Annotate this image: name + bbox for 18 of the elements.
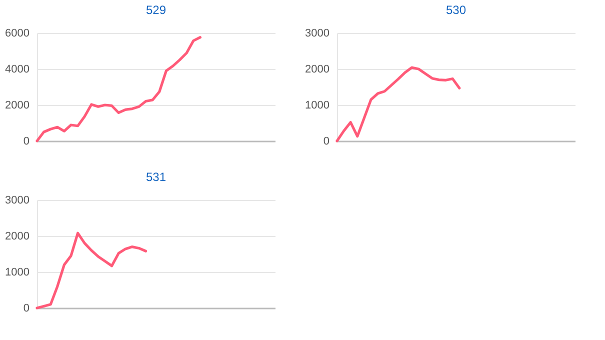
y-tick-label: 0 (23, 136, 30, 148)
chart-title: 529 (146, 3, 166, 17)
y-tick-label: 3000 (305, 28, 330, 40)
line-series (336, 66, 461, 142)
y-tick-label: 2000 (5, 230, 30, 242)
y-tick-label: 6000 (5, 28, 30, 40)
y-tick-label: 0 (23, 302, 30, 314)
y-tick-label: 1000 (5, 266, 30, 278)
line-series (36, 232, 148, 310)
y-tick-label: 1000 (305, 100, 330, 112)
line-series (36, 36, 202, 142)
chart-title: 530 (446, 3, 466, 17)
y-tick-label: 2000 (5, 100, 30, 112)
y-tick-label: 2000 (305, 64, 330, 76)
y-tick-label: 3000 (5, 194, 30, 206)
y-tick-label: 4000 (5, 64, 30, 76)
y-tick-label: 0 (323, 136, 330, 148)
chart-title: 531 (146, 170, 166, 184)
